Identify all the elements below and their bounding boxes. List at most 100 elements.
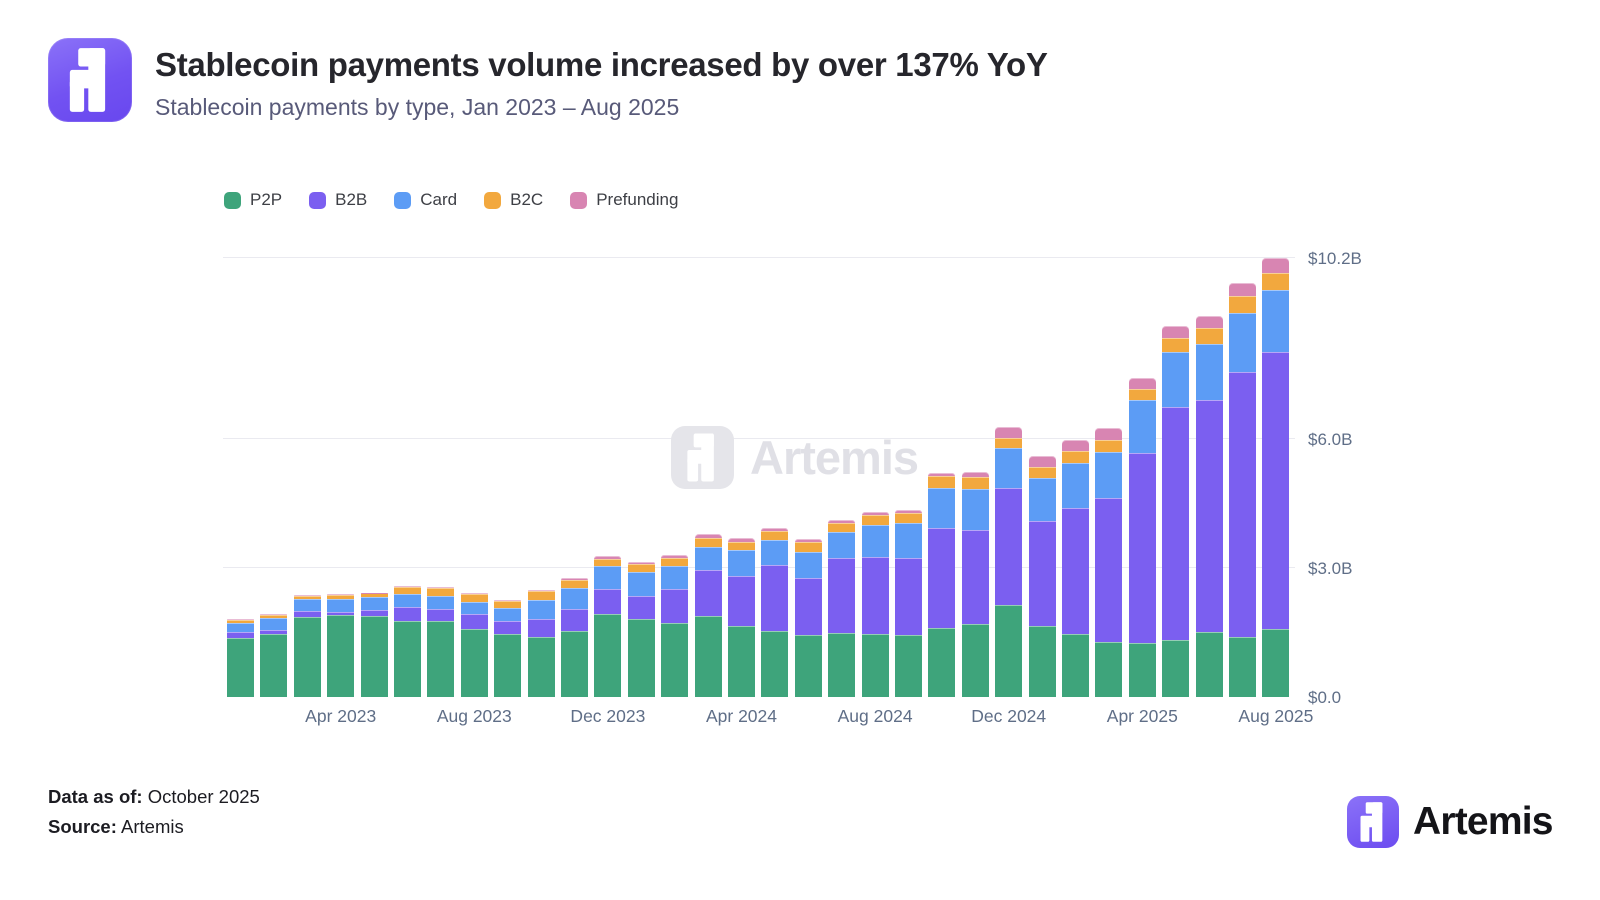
bar-segment-b2c-jan-2025[interactable] <box>1028 466 1056 479</box>
legend-item-b2b[interactable]: B2B <box>309 190 367 210</box>
bar-segment-card-aug-2024[interactable] <box>861 525 889 557</box>
bar-segment-card-oct-2023[interactable] <box>527 599 555 619</box>
bar-segment-b2c-feb-2024[interactable] <box>661 558 689 567</box>
bar-segment-b2b-dec-2024[interactable] <box>995 488 1023 605</box>
bar-segment-prefunding-dec-2024[interactable] <box>995 426 1023 439</box>
bar-segment-card-may-2023[interactable] <box>360 597 388 611</box>
bar-segment-b2b-jan-2024[interactable] <box>627 596 655 620</box>
bar-segment-b2c-feb-2025[interactable] <box>1062 451 1089 463</box>
bar-segment-p2p-aug-2023[interactable] <box>460 629 488 697</box>
bar-segment-b2c-jun-2025[interactable] <box>1195 328 1223 344</box>
bar-segment-p2p-feb-2023[interactable] <box>260 633 288 697</box>
bar-segment-card-jun-2024[interactable] <box>794 552 822 578</box>
bar-segment-p2p-aug-2025[interactable] <box>1262 629 1290 697</box>
bar-segment-b2b-jun-2023[interactable] <box>394 606 421 621</box>
bar-segment-b2b-jul-2023[interactable] <box>427 608 455 621</box>
bar-segment-b2b-sep-2024[interactable] <box>895 558 922 636</box>
bar-segment-b2c-mar-2024[interactable] <box>694 538 722 548</box>
bar-segment-b2c-oct-2024[interactable] <box>928 476 956 489</box>
bar-segment-card-jun-2025[interactable] <box>1195 343 1223 400</box>
bar-segment-p2p-apr-2023[interactable] <box>327 614 355 697</box>
legend-item-card[interactable]: Card <box>394 190 457 210</box>
bar-segment-card-may-2024[interactable] <box>761 540 789 565</box>
bar-segment-card-jan-2024[interactable] <box>627 572 655 597</box>
bar-segment-b2b-oct-2023[interactable] <box>527 618 555 637</box>
bar-segment-b2b-may-2023[interactable] <box>360 610 388 617</box>
bar-segment-card-sep-2023[interactable] <box>494 608 522 621</box>
bar-segment-b2c-sep-2024[interactable] <box>895 513 922 524</box>
bar-segment-b2c-mar-2025[interactable] <box>1095 439 1123 452</box>
legend-item-p2p[interactable]: P2P <box>224 190 282 210</box>
bar-segment-prefunding-apr-2025[interactable] <box>1128 377 1156 389</box>
bar-segment-b2b-mar-2025[interactable] <box>1095 497 1123 642</box>
bar-segment-card-oct-2024[interactable] <box>928 488 956 529</box>
bar-segment-prefunding-nov-2023[interactable] <box>561 577 588 581</box>
bar-segment-prefunding-jul-2024[interactable] <box>828 520 856 524</box>
legend-item-prefunding[interactable]: Prefunding <box>570 190 678 210</box>
bar-segment-prefunding-may-2024[interactable] <box>761 528 789 532</box>
bar-segment-p2p-jun-2024[interactable] <box>794 635 822 697</box>
bar-segment-card-aug-2025[interactable] <box>1262 290 1290 353</box>
bar-segment-card-feb-2024[interactable] <box>661 566 689 590</box>
bar-segment-p2p-jul-2025[interactable] <box>1229 636 1256 697</box>
bar-segment-card-dec-2024[interactable] <box>995 448 1023 489</box>
bar-segment-prefunding-mar-2023[interactable] <box>293 595 321 596</box>
bar-segment-p2p-may-2025[interactable] <box>1162 639 1190 697</box>
bar-segment-prefunding-jun-2023[interactable] <box>394 586 421 587</box>
bar-segment-b2b-nov-2024[interactable] <box>961 529 989 624</box>
bar-segment-card-dec-2023[interactable] <box>594 566 622 590</box>
bar-segment-b2c-aug-2025[interactable] <box>1262 273 1290 291</box>
bar-segment-prefunding-jan-2024[interactable] <box>627 562 655 565</box>
bar-segment-prefunding-may-2023[interactable] <box>360 592 388 594</box>
bar-segment-prefunding-feb-2023[interactable] <box>260 614 288 615</box>
bar-segment-p2p-sep-2024[interactable] <box>895 635 922 697</box>
bar-segment-p2p-jun-2023[interactable] <box>394 620 421 697</box>
bar-segment-p2p-jan-2024[interactable] <box>627 619 655 697</box>
bar-segment-p2p-jan-2025[interactable] <box>1028 626 1056 697</box>
bar-segment-p2p-jun-2025[interactable] <box>1195 632 1223 697</box>
bar-segment-b2c-sep-2023[interactable] <box>494 601 522 608</box>
bar-segment-b2b-apr-2024[interactable] <box>728 576 755 627</box>
bar-segment-b2b-aug-2023[interactable] <box>460 614 488 630</box>
bar-segment-prefunding-nov-2024[interactable] <box>961 471 989 477</box>
bar-segment-b2b-jul-2025[interactable] <box>1229 371 1256 637</box>
bar-segment-p2p-sep-2023[interactable] <box>494 633 522 697</box>
bar-segment-b2b-feb-2025[interactable] <box>1062 507 1089 634</box>
bar-segment-card-mar-2025[interactable] <box>1095 451 1123 498</box>
bar-segment-b2b-feb-2023[interactable] <box>260 629 288 634</box>
bar-segment-prefunding-jan-2023[interactable] <box>227 619 254 621</box>
bar-segment-b2c-nov-2024[interactable] <box>961 476 989 489</box>
bar-segment-b2c-may-2023[interactable] <box>360 593 388 598</box>
bar-segment-b2c-jul-2025[interactable] <box>1229 295 1256 314</box>
bar-segment-card-jan-2025[interactable] <box>1028 478 1056 522</box>
bar-segment-p2p-jul-2023[interactable] <box>427 620 455 697</box>
bar-segment-p2p-aug-2024[interactable] <box>861 633 889 697</box>
bar-segment-b2c-oct-2023[interactable] <box>527 590 555 600</box>
bar-segment-card-feb-2025[interactable] <box>1062 462 1089 508</box>
bar-segment-card-aug-2023[interactable] <box>460 601 488 615</box>
bar-segment-b2c-jan-2024[interactable] <box>627 564 655 573</box>
bar-segment-b2b-jan-2025[interactable] <box>1028 521 1056 627</box>
bar-segment-prefunding-oct-2024[interactable] <box>928 472 956 476</box>
bar-segment-b2b-nov-2023[interactable] <box>561 609 588 632</box>
bar-segment-card-apr-2024[interactable] <box>728 550 755 577</box>
bar-segment-b2b-jun-2024[interactable] <box>794 577 822 636</box>
bar-segment-p2p-dec-2024[interactable] <box>995 604 1023 697</box>
bar-segment-prefunding-dec-2023[interactable] <box>594 556 622 560</box>
bar-segment-b2c-dec-2024[interactable] <box>995 438 1023 449</box>
bar-segment-b2c-nov-2023[interactable] <box>561 580 588 589</box>
bar-segment-card-jan-2023[interactable] <box>227 623 254 633</box>
bar-segment-card-feb-2023[interactable] <box>260 617 288 630</box>
bar-segment-p2p-mar-2024[interactable] <box>694 616 722 697</box>
bar-segment-prefunding-apr-2023[interactable] <box>327 594 355 596</box>
bar-segment-prefunding-apr-2024[interactable] <box>728 538 755 543</box>
bar-segment-card-jul-2024[interactable] <box>828 532 856 559</box>
bar-segment-b2b-apr-2025[interactable] <box>1128 452 1156 643</box>
bar-segment-prefunding-oct-2023[interactable] <box>527 589 555 591</box>
bar-segment-prefunding-feb-2025[interactable] <box>1062 440 1089 452</box>
bar-segment-p2p-may-2024[interactable] <box>761 631 789 697</box>
bar-segment-prefunding-sep-2024[interactable] <box>895 509 922 514</box>
bar-segment-b2c-dec-2023[interactable] <box>594 559 622 567</box>
bar-segment-b2b-dec-2023[interactable] <box>594 589 622 615</box>
bar-segment-b2c-apr-2025[interactable] <box>1128 388 1156 400</box>
